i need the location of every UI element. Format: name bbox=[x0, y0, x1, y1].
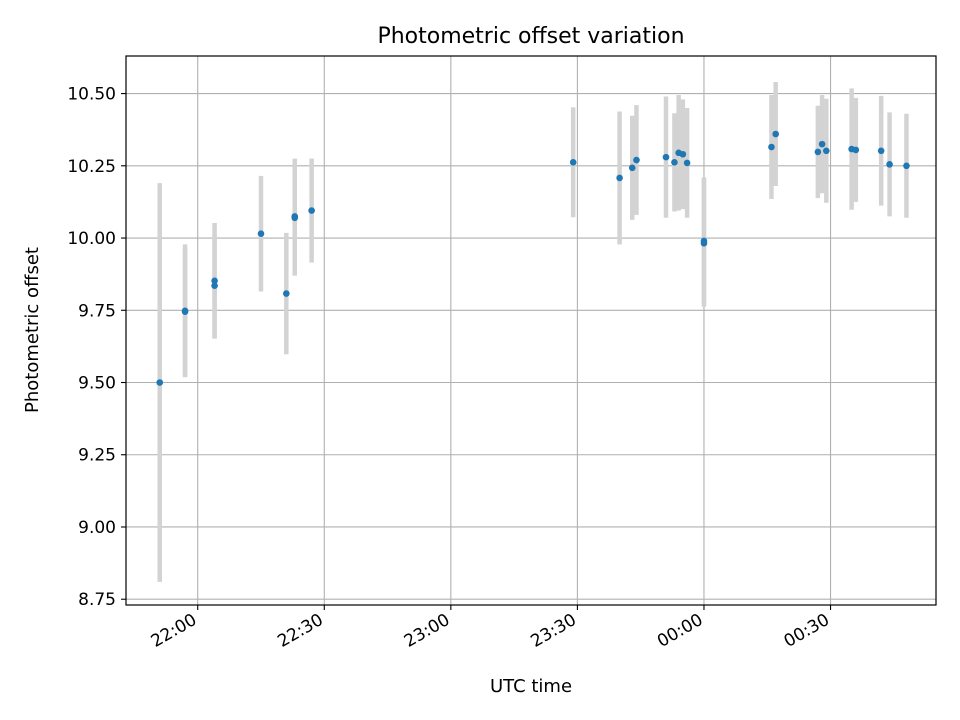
x-tick-label: 00:30 bbox=[781, 610, 833, 652]
data-point bbox=[211, 282, 218, 290]
y-tick-label: 10.50 bbox=[67, 85, 116, 105]
x-tick-label: 00:00 bbox=[654, 610, 706, 652]
data-point bbox=[823, 147, 830, 155]
data-point bbox=[156, 379, 164, 386]
grid-layer bbox=[126, 56, 936, 605]
data-point bbox=[283, 290, 290, 297]
marker-layer bbox=[156, 130, 910, 386]
data-point bbox=[633, 156, 640, 164]
y-tick-label: 10.25 bbox=[67, 157, 116, 177]
plot-frame bbox=[125, 55, 937, 606]
data-point bbox=[308, 207, 315, 214]
data-point bbox=[257, 230, 265, 238]
data-point bbox=[211, 277, 218, 285]
data-point bbox=[818, 140, 826, 148]
data-point bbox=[700, 237, 708, 245]
data-point bbox=[569, 159, 577, 166]
data-point bbox=[814, 148, 822, 156]
data-point bbox=[662, 153, 670, 161]
data-point bbox=[628, 164, 636, 172]
y-tick-label: 9.50 bbox=[78, 374, 116, 394]
data-point bbox=[886, 161, 893, 168]
x-axis: 22:00 22:30 23:00 23:30 00:00 00:30 bbox=[148, 605, 833, 652]
y-axis: 8.75 9.00 9.25 9.50 9.75 10.00 10.25 10.50 bbox=[67, 85, 126, 610]
x-tick-label: 22:30 bbox=[274, 610, 326, 652]
y-tick-label: 9.25 bbox=[78, 446, 116, 466]
data-point bbox=[877, 147, 885, 155]
data-point bbox=[768, 143, 775, 151]
y-tick-label: 10.00 bbox=[67, 229, 116, 249]
data-point bbox=[772, 130, 779, 138]
errorbar-layer bbox=[157, 82, 909, 582]
data-point bbox=[616, 174, 623, 182]
data-point bbox=[679, 150, 687, 158]
x-axis-label: UTC time bbox=[490, 676, 572, 697]
x-tick-label: 22:00 bbox=[148, 610, 200, 652]
x-tick-label: 23:00 bbox=[401, 610, 453, 652]
data-point bbox=[903, 162, 910, 170]
data-point bbox=[683, 159, 691, 167]
y-tick-label: 9.75 bbox=[78, 301, 116, 321]
data-point bbox=[181, 307, 189, 315]
data-point bbox=[291, 213, 299, 220]
data-point bbox=[852, 146, 860, 154]
y-tick-label: 8.75 bbox=[78, 590, 116, 610]
data-point bbox=[671, 159, 678, 166]
y-axis-label: Photometric offset bbox=[22, 247, 43, 413]
chart-title: Photometric offset variation bbox=[377, 24, 684, 49]
y-tick-label: 9.00 bbox=[78, 518, 116, 538]
x-tick-label: 23:30 bbox=[527, 610, 579, 652]
